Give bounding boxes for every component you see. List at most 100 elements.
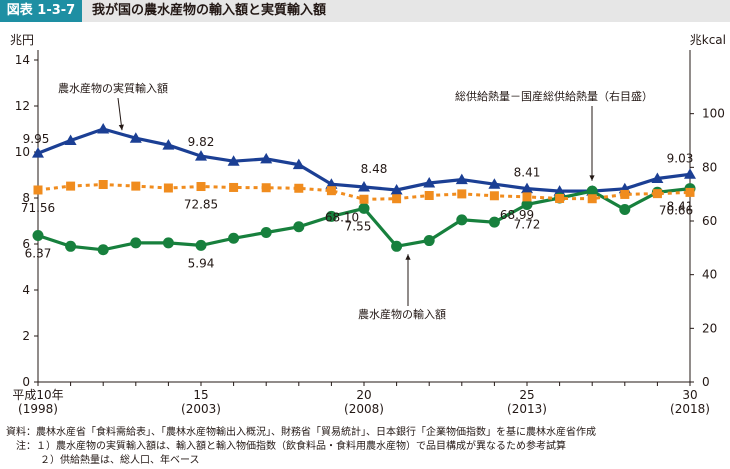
circle-marker (162, 237, 174, 249)
triangle-marker (64, 134, 77, 145)
left-axis-tick-label: 12 (15, 99, 30, 113)
triangle-marker (651, 172, 664, 183)
x-tick-sublabel: (2013) (507, 402, 547, 416)
triangle-marker (521, 182, 533, 194)
triangle-marker (455, 173, 468, 185)
data-label: 9.95 (23, 132, 50, 146)
annotation-calorie: 総供給熱量－国産総供給熱量（右目盛） (455, 89, 653, 103)
annotation-arrow-import-head (405, 254, 411, 260)
series-line-2 (37, 182, 691, 201)
right-axis-tick-label: 80 (702, 160, 717, 174)
triangle-marker (195, 150, 207, 161)
square-marker (522, 192, 532, 202)
circle-marker (423, 235, 435, 247)
triangle-marker (390, 183, 403, 195)
circle-marker (32, 229, 44, 241)
circle-marker (195, 239, 207, 251)
circle-marker (325, 210, 337, 222)
right-axis-tick-label: 40 (702, 268, 717, 282)
figure-title: 我が国の農水産物の輸入額と実質輸入額 (92, 3, 327, 18)
data-label: 68.10 (325, 210, 359, 224)
circle-marker (521, 198, 533, 210)
data-label: 8.48 (361, 162, 388, 176)
annotation-arrow-real-import-head (118, 124, 124, 131)
square-marker (424, 191, 434, 201)
square-marker (98, 180, 108, 190)
square-marker (229, 182, 239, 192)
square-marker (555, 193, 565, 203)
data-label: 7.55 (345, 219, 372, 233)
data-label: 7.72 (514, 217, 541, 231)
circle-marker (228, 232, 240, 244)
circle-marker (456, 214, 468, 226)
x-tick-sublabel: (1998) (18, 402, 58, 416)
x-tick-label: 平成10年 (12, 388, 63, 402)
triangle-marker (97, 123, 110, 134)
triangle-marker (488, 178, 501, 189)
square-marker (196, 182, 206, 192)
triangle-marker (358, 180, 370, 192)
x-tick-sublabel: (2008) (344, 402, 384, 416)
left-axis-tick-label: 14 (15, 53, 30, 67)
data-label: 6.37 (25, 246, 52, 260)
right-axis-tick-label: 100 (702, 107, 725, 121)
square-marker (33, 185, 43, 195)
left-axis-tick-label: 0 (22, 375, 30, 389)
figure-label: 図表 1-3-7 (0, 0, 82, 22)
square-marker (685, 187, 695, 197)
left-axis-tick-label: 6 (22, 237, 30, 251)
circle-marker (293, 221, 305, 233)
annotation-arrow-calorie-head (589, 175, 595, 181)
right-axis-tick-label: 60 (702, 214, 717, 228)
note-2: ２）供給熱量は、総人口、年ベース (40, 455, 200, 466)
triangle-marker (260, 152, 273, 164)
left-axis-unit: 兆円 (10, 33, 34, 47)
chart-notes: 資料：農林水産省「食料需給表」、「農林水産物輸出入概況」、財務省「貿易統計」、日… (6, 426, 596, 468)
left-axis-tick-label: 8 (22, 191, 30, 205)
data-label: 70.66 (659, 203, 693, 217)
source-note: 資料：農林水産省「食料需給表」、「農林水産物輸出入概況」、財務省「貿易統計」、日… (6, 427, 596, 438)
triangle-marker (32, 147, 44, 158)
circle-marker (358, 202, 370, 214)
right-axis-tick-label: 0 (702, 375, 710, 389)
annotation-real-import: 農水産物の実質輸入額 (58, 81, 168, 95)
annotation-import: 農水産物の輸入額 (358, 307, 446, 321)
x-tick-label: 15 (193, 388, 208, 402)
square-marker (261, 183, 271, 193)
square-marker (457, 189, 467, 199)
square-marker (359, 194, 369, 204)
triangle-marker (162, 139, 175, 150)
circle-marker (65, 240, 77, 252)
square-marker (294, 183, 304, 193)
data-label: 8.41 (514, 166, 541, 180)
circle-marker (130, 237, 142, 249)
left-axis-tick-label: 4 (22, 283, 30, 297)
circle-marker (260, 227, 272, 238)
data-label: 9.82 (188, 135, 215, 149)
circle-marker (619, 204, 631, 215)
x-tick-label: 20 (356, 388, 371, 402)
square-marker (587, 194, 597, 204)
data-label: 9.03 (667, 151, 694, 165)
right-axis-unit: 兆kcal (690, 33, 726, 47)
right-axis-tick-label: 20 (702, 321, 717, 335)
data-label: 72.85 (184, 198, 218, 212)
triangle-marker (227, 155, 240, 166)
triangle-marker (684, 168, 696, 179)
data-label: 8.41 (667, 200, 694, 214)
square-marker (163, 183, 173, 193)
x-tick-sublabel: (2003) (181, 402, 221, 416)
triangle-marker (129, 132, 142, 143)
square-marker (66, 181, 76, 191)
note-1: 注：１）農水産物の実質輸入額は、輸入額と輸入物価指数（飲食料品・食料用農水産物）… (16, 441, 566, 452)
x-tick-label: 30 (682, 388, 697, 402)
square-marker (131, 181, 141, 191)
circle-marker (97, 244, 109, 256)
data-label: 68.99 (500, 208, 534, 222)
annotation-arrow-real-import (117, 97, 123, 131)
data-label: 5.94 (188, 256, 215, 270)
triangle-marker (325, 178, 338, 189)
left-axis-tick-label: 10 (15, 145, 30, 159)
square-marker (489, 191, 499, 201)
data-label: 71.56 (21, 201, 55, 215)
